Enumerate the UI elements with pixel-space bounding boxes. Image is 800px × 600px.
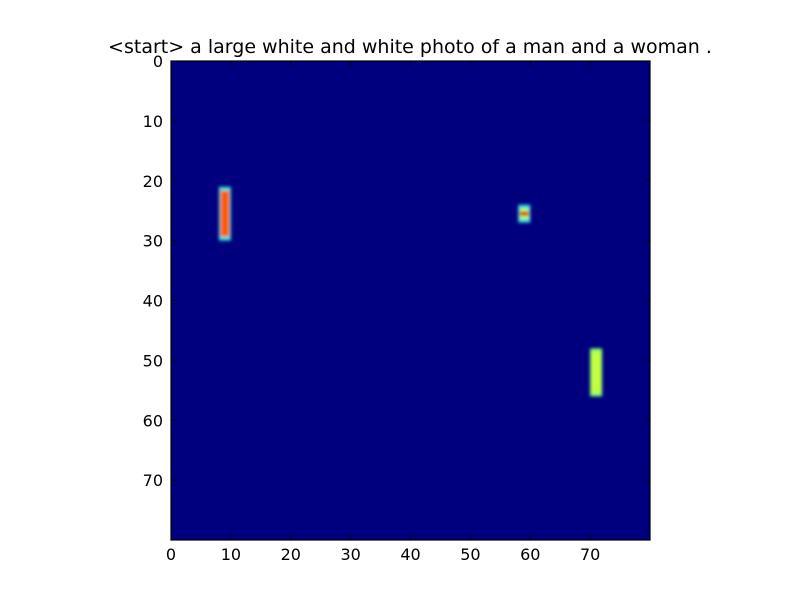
heatmap-blob-1 [218, 186, 231, 241]
x-tick-label: 40 [400, 545, 420, 564]
x-tick-label: 70 [580, 545, 600, 564]
y-tick-label: 10 [143, 112, 163, 131]
heatmap-blob-3 [590, 348, 603, 397]
blob-hot-core [519, 211, 529, 216]
y-tick-label: 0 [153, 52, 163, 71]
x-tick-label: 20 [281, 545, 301, 564]
x-tick-label: 50 [460, 545, 480, 564]
y-tick-label: 40 [143, 292, 163, 311]
y-tick-label: 30 [143, 232, 163, 251]
x-axis: 0 10 20 30 40 50 60 70 [166, 61, 600, 564]
heatmap-blob-2 [518, 204, 531, 223]
blob-core [591, 352, 601, 393]
x-tick-label: 60 [520, 545, 540, 564]
blob-core [220, 190, 230, 237]
y-tick-label: 20 [143, 172, 163, 191]
y-tick-label: 70 [143, 471, 163, 490]
x-tick-label: 10 [221, 545, 241, 564]
x-tick-label: 0 [166, 545, 176, 564]
y-tick-label: 50 [143, 351, 163, 370]
x-tick-label: 30 [340, 545, 360, 564]
heatmap-background [171, 61, 650, 540]
y-axis: 0 10 20 30 40 50 60 70 [143, 52, 650, 490]
chart-title: <start> a large white and white photo of… [108, 36, 712, 58]
y-tick-label: 60 [143, 411, 163, 430]
plot-area [170, 60, 651, 541]
